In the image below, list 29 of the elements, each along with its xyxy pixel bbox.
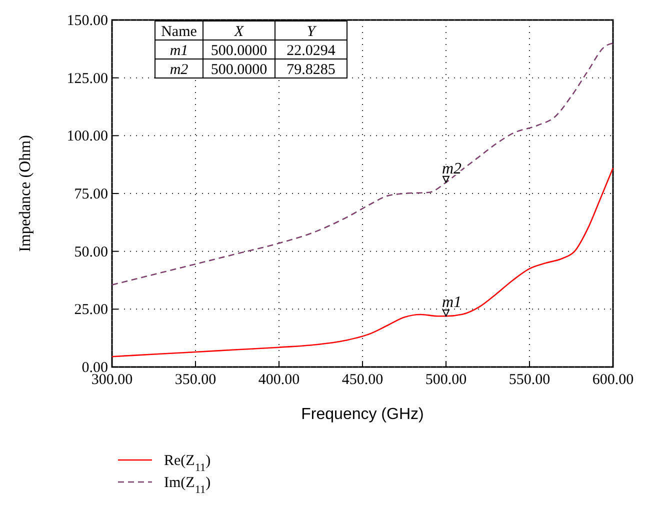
- x-tick-label: 500.00: [425, 372, 467, 388]
- annotation: m2: [170, 62, 189, 78]
- legend-label: Im(Z$_{11}$): [164, 475, 211, 496]
- y-axis-title: Impedance (Ohm): [17, 135, 34, 252]
- x-tick-label: 600.00: [592, 372, 634, 388]
- annotation: m2: [442, 160, 462, 178]
- x-tick-label: 550.00: [508, 372, 550, 388]
- y-tick-label: 50.00: [74, 244, 108, 260]
- annotation: 500.0000: [210, 43, 268, 59]
- line-series: [111, 42, 614, 286]
- annotation: Name: [161, 24, 198, 40]
- annotation: X: [233, 24, 244, 40]
- x-tick-label: 400.00: [258, 372, 300, 388]
- y-tick-label: 100.00: [66, 128, 108, 145]
- legend-label: Re(Z$_{11}$): [164, 453, 211, 474]
- annotation: m1: [442, 294, 462, 312]
- annotation: Y: [306, 24, 317, 40]
- x-axis-title: Frequency (GHz): [301, 406, 424, 423]
- x-tick-label: 350.00: [174, 372, 216, 388]
- x-tick-label: 300.00: [91, 372, 133, 388]
- y-tick-label: 125.00: [66, 70, 108, 87]
- annotation: m1: [170, 43, 188, 59]
- annotation: 79.8285: [286, 62, 336, 78]
- x-tick-label: 450.00: [342, 372, 384, 388]
- y-tick-label: 25.00: [74, 302, 108, 318]
- annotation: 500.0000: [210, 62, 268, 78]
- annotation: 22.0294: [286, 43, 336, 59]
- y-tick-label: 150.00: [66, 13, 108, 29]
- y-tick-label: 75.00: [74, 186, 108, 202]
